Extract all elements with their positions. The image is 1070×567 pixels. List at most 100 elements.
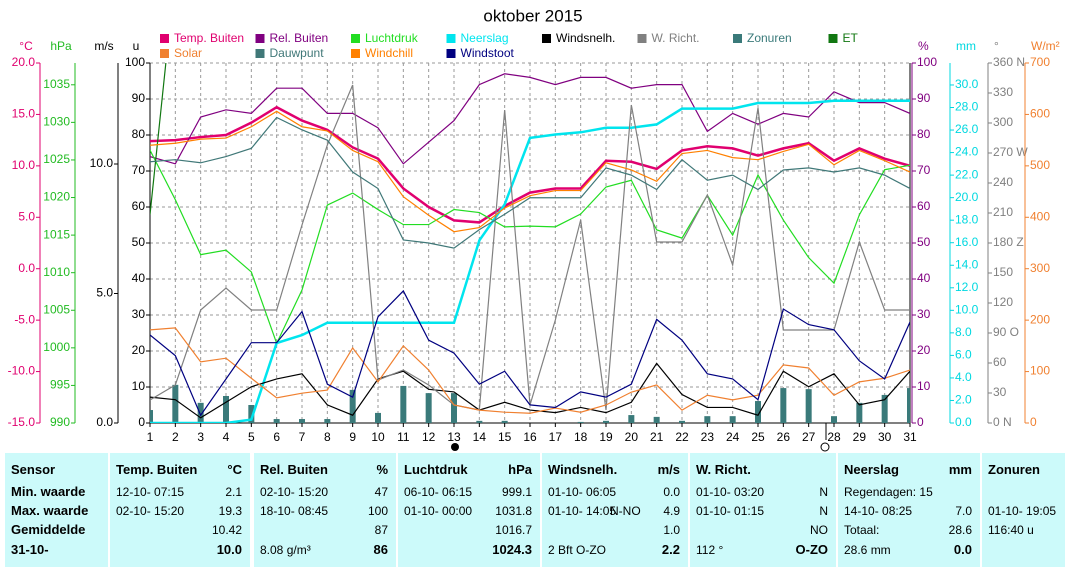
x-tick-label: 1: [147, 430, 154, 444]
cell-right: N: [819, 504, 828, 518]
column-unit: m/s: [657, 462, 680, 477]
x-tick-label: 17: [549, 430, 563, 444]
legend-label: Solar: [174, 46, 202, 60]
cell-right: 999.1: [501, 485, 532, 499]
axis-unit: mm: [956, 39, 976, 53]
moon-full: [451, 443, 459, 451]
y-tick-label: 330: [993, 85, 1013, 99]
cell-left: 01-10- 19:05: [988, 504, 1057, 518]
x-tick-label: 21: [650, 430, 664, 444]
bar: [780, 388, 787, 423]
x-tick-label: 11: [397, 430, 410, 444]
x-tick-label: 16: [523, 430, 537, 444]
y-tick-label: 30.0: [955, 77, 979, 91]
legend-swatch: [542, 34, 551, 43]
cell-left: 31-10-: [11, 542, 49, 557]
x-tick-label: 19: [599, 430, 613, 444]
x-tick-label: 13: [447, 430, 461, 444]
y-tick-label: 200: [1030, 312, 1050, 326]
legend-label: Zonuren: [747, 31, 792, 45]
y-tick-label: 60: [993, 355, 1007, 369]
y-tick-label: 5.0: [18, 209, 35, 223]
x-tick-label: 15: [498, 430, 512, 444]
x-tick-label: 18: [574, 430, 588, 444]
x-tick-label: 14: [473, 430, 487, 444]
y-tick-label: 1025: [43, 152, 70, 166]
bar: [755, 401, 761, 423]
cell-right: 28.6: [948, 523, 972, 537]
y-tick-label: 2.0: [955, 393, 972, 407]
bar: [197, 402, 204, 423]
y-tick-label: 10: [917, 379, 931, 393]
bar: [223, 396, 229, 423]
y-tick-label: 240: [993, 175, 1013, 189]
x-tick-label: 10: [371, 430, 385, 444]
bar: [324, 419, 331, 423]
x-tick-label: 5: [248, 430, 255, 444]
summary-table: Sensor Min. waarde Max. waarde Gemiddelde 31…: [0, 453, 1070, 567]
bar: [577, 421, 584, 423]
cell-left: Min. waarde: [11, 484, 86, 499]
bar: [451, 393, 457, 423]
y-tick-label: 28.0: [955, 100, 979, 114]
bar: [172, 384, 179, 423]
table-column: Luchtdruk hPa 06-10- 06:15 999.1 01-10- 00:0…: [398, 453, 540, 567]
column-unit: mm: [948, 462, 972, 477]
chart-title: oktober 2015: [483, 6, 582, 25]
x-tick-label: 22: [675, 430, 689, 444]
bar: [150, 410, 153, 423]
cell-right: 1031.8: [495, 504, 532, 518]
series-line: [150, 63, 167, 215]
y-tick-label: 0.0: [96, 415, 113, 429]
cell-left: 01-10- 14:05: [548, 504, 617, 518]
y-tick-label: 360 N: [993, 55, 1025, 69]
y-tick-label: 0: [917, 415, 924, 429]
y-tick-label: 20.0: [955, 190, 979, 204]
y-tick-label: 20: [132, 343, 146, 357]
y-tick-label: 10.0: [12, 158, 36, 172]
cell-left: 116:40 u: [988, 523, 1034, 537]
x-tick-label: 30: [878, 430, 892, 444]
bar: [501, 420, 508, 423]
cell-right: 1016.7: [495, 523, 532, 537]
cell-right: 7.0: [955, 504, 972, 518]
y-tick-label: 10.0: [90, 156, 114, 170]
axis-unit: %: [918, 39, 929, 53]
y-tick-label: 60: [132, 199, 146, 213]
y-tick-label: 1020: [43, 190, 70, 204]
y-tick-label: 22.0: [955, 167, 979, 181]
y-tick-label: 500: [1030, 158, 1050, 172]
series-line: [150, 289, 910, 417]
y-tick-label: 14.0: [955, 257, 979, 271]
y-tick-label: 0: [1030, 415, 1037, 429]
cell-left: 01-10- 01:15: [696, 504, 765, 518]
bar: [881, 394, 888, 423]
legend-swatch: [637, 34, 647, 43]
cell-left: Regendagen: 15: [844, 485, 933, 499]
x-tick-label: 9: [349, 430, 356, 444]
y-tick-label: -5.0: [14, 312, 35, 326]
legend-swatch: [160, 49, 169, 58]
table-column: W. Richt. 01-10- 03:20 N 01-10- 01:15 N NO 112…: [690, 453, 836, 567]
axis-unit: u: [133, 39, 140, 53]
bar: [628, 415, 635, 423]
bar: [679, 420, 685, 423]
cell-right: 19.3: [218, 504, 242, 518]
cell-left: 06-10- 06:15: [404, 485, 473, 499]
cell-left: 01-10- 00:00: [404, 504, 473, 518]
y-tick-label: 995: [50, 378, 70, 392]
moon-new: [820, 442, 830, 452]
legend-label: Windsnelh.: [556, 31, 615, 45]
cell-left: 28.6 mm: [844, 543, 891, 557]
legend-swatch: [255, 34, 265, 43]
column-header: W. Richt.: [696, 462, 751, 477]
cell-left: 02-10- 15:20: [260, 485, 329, 499]
y-tick-label: 180 Z: [993, 235, 1024, 249]
y-tick-label: 300: [993, 115, 1013, 129]
axis-unit: m/s: [94, 39, 113, 53]
cell-right: 0.0: [663, 485, 680, 499]
cell-right: 2.1: [225, 485, 242, 499]
y-tick-label: 1005: [43, 302, 70, 316]
column-header: Luchtdruk: [404, 462, 468, 477]
legend-swatch: [160, 34, 169, 43]
